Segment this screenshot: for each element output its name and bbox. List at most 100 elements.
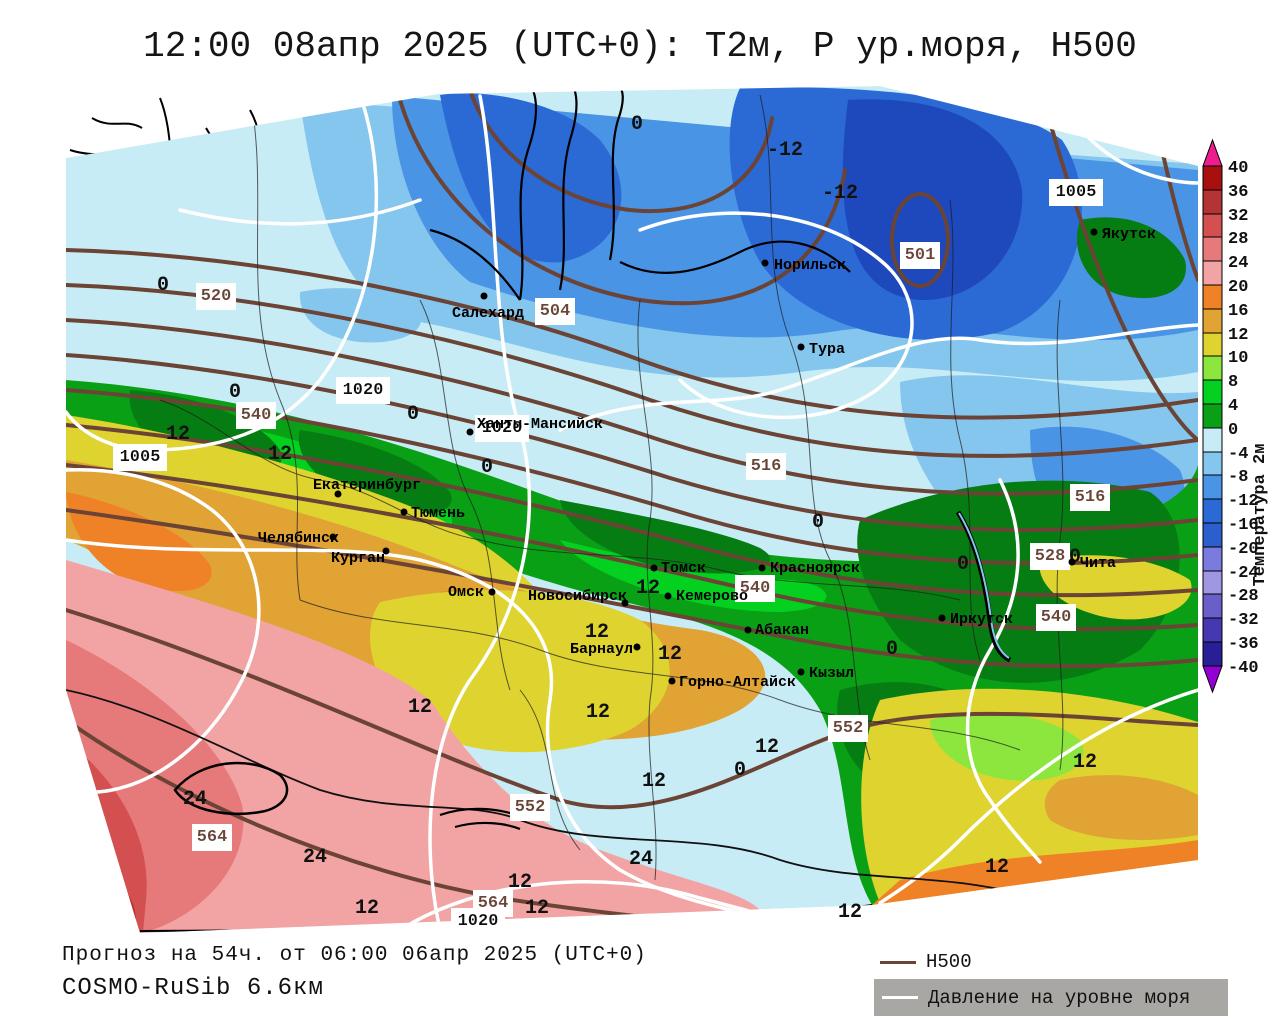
temp-contour-label: 0	[407, 403, 419, 426]
city-krasnoyarsk: Красноярск	[758, 560, 860, 577]
lake-baikal-water	[958, 512, 1010, 659]
temp-contour-label: 12	[838, 901, 862, 924]
temp-contour-label: 12	[985, 856, 1009, 879]
city-markers: Норильск Салехард Тура Якутск Ханты-Манс…	[258, 226, 1156, 691]
coastlines-north	[429, 86, 851, 301]
colorbar-segment	[1202, 165, 1223, 191]
city-dot	[761, 259, 769, 267]
temp-contour-label: -12	[822, 182, 858, 205]
colorbar-segment	[1202, 498, 1223, 524]
city-dot	[334, 490, 342, 498]
colorbar-axis-label: Температура 2м	[1251, 444, 1270, 587]
city-kyzyl: Кызыл	[797, 665, 854, 682]
colorbar-tick: -16	[1228, 516, 1259, 535]
city-dot	[1090, 228, 1098, 236]
city-chita: Чита	[1068, 555, 1116, 572]
city-dot	[797, 343, 805, 351]
colorbar-segment	[1202, 546, 1223, 572]
footer: Прогноз на 54ч. от 06:00 06апр 2025 (UTC…	[62, 944, 647, 1002]
city-label: Якутск	[1102, 226, 1156, 243]
h500-contour-label: 516	[751, 457, 782, 476]
colorbar-segment	[1202, 403, 1223, 429]
temp-contour-label: 12	[636, 577, 660, 600]
city-label: Тюмень	[411, 505, 465, 522]
temp-contour-label: 12	[525, 897, 549, 920]
colorbar-tick: 10	[1228, 349, 1248, 368]
colorbar-tick: 16	[1228, 302, 1248, 321]
city-dot	[400, 508, 408, 516]
city-tura: Тура	[797, 341, 845, 358]
temp-contour-label: 12	[1073, 751, 1097, 774]
city-dot	[668, 677, 676, 685]
temp-contour-label: 0	[481, 456, 493, 479]
temp-patch-amber-se	[1044, 775, 1198, 840]
temp-contour-label: 24	[303, 846, 327, 869]
temp-contour-label: 12	[585, 621, 609, 644]
pressure-contour-label: 1020	[343, 381, 384, 400]
h500-contours	[66, 86, 1198, 933]
h500-contour-label: 552	[833, 719, 864, 738]
colorbar-segment	[1202, 332, 1223, 357]
colorbar-tick: -28	[1228, 587, 1259, 606]
h500-contour-labels: 520 504 501 540 516 516 528 540 540 552 …	[197, 246, 1106, 913]
city-label: Красноярск	[770, 560, 860, 577]
pressure-contour-label: 1005	[120, 448, 161, 467]
temp-patch-yellow-e	[1039, 555, 1192, 620]
city-label: Кызыл	[809, 665, 854, 682]
legend-h500-label: H500	[926, 951, 972, 973]
colorbar-tick: -4	[1228, 445, 1248, 464]
temp-contour-label: -12	[767, 139, 803, 162]
temp-contour-label: 12	[642, 770, 666, 793]
pressure-contour-labels: 1005 1020 1020 1005 1020	[120, 183, 1097, 931]
city-salekhard: Салехард	[452, 292, 524, 322]
temp-contour-label: 12	[166, 423, 190, 446]
city-dot	[466, 428, 474, 436]
colorbar-tick: 12	[1228, 326, 1248, 345]
colorbar-tick: 24	[1228, 254, 1248, 273]
pressure-contour-label: 1020	[458, 912, 499, 931]
admin-borders	[159, 94, 1064, 881]
temp-contour-label: 12	[755, 736, 779, 759]
legend-h500-entry: H500	[880, 951, 972, 973]
city-label: Иркутск	[950, 611, 1013, 628]
city-abakan: Абакан	[744, 622, 809, 639]
colorbar-segment	[1202, 308, 1223, 334]
temp-band-salmon	[66, 640, 244, 933]
colorbar-tick: 36	[1228, 183, 1248, 202]
h500-contour-label: 564	[197, 828, 228, 847]
city-novosibirsk: Новосибирск	[528, 588, 629, 607]
colorbar-under-arrow	[1202, 665, 1223, 694]
colorbar-tick: -24	[1228, 564, 1259, 583]
temp-contour-labels: -12 -12 0 0 0 0 0 0 0 0 0 0 12 12 12 12 …	[157, 113, 1097, 924]
city-label: Чита	[1080, 555, 1116, 572]
map-title: 12:00 08апр 2025 (UTC+0): Т2м, P ур.моря…	[143, 26, 1137, 67]
lake-outline-s	[439, 807, 526, 831]
temp-strip-orange-se	[872, 840, 1198, 905]
city-dot	[744, 626, 752, 634]
temp-contour-label: 12	[586, 701, 610, 724]
colorbar-tick: 20	[1228, 278, 1248, 297]
temp-contour-label: 12	[355, 897, 379, 920]
city-label: Тура	[809, 341, 845, 358]
city-label: Омск	[448, 584, 484, 601]
temp-patch-darkgreen	[857, 480, 1180, 683]
colorbar-segment	[1202, 379, 1223, 405]
temp-contour-label: 0	[886, 638, 898, 661]
city-tomsk: Томск	[650, 560, 706, 577]
h500-contour-label: 564	[478, 894, 509, 913]
city-dot	[797, 668, 805, 676]
colorbar-segment	[1202, 427, 1223, 453]
temp-contour-label: 0	[957, 553, 969, 576]
city-barnaul: Барнаул	[570, 641, 641, 658]
city-label: Абакан	[755, 622, 809, 639]
city-label: Норильск	[774, 257, 846, 274]
temp-contour-label: 0	[734, 759, 746, 782]
city-dot	[1068, 558, 1076, 566]
city-dot	[480, 292, 488, 300]
temp-contour-label: 0	[631, 113, 643, 136]
lake-outline-sw	[173, 761, 289, 815]
city-yekaterinburg: Екатеринбург	[313, 477, 421, 498]
city-yakutsk: Якутск	[1090, 226, 1156, 243]
city-gorno-altaysk: Горно-Алтайск	[668, 674, 796, 691]
